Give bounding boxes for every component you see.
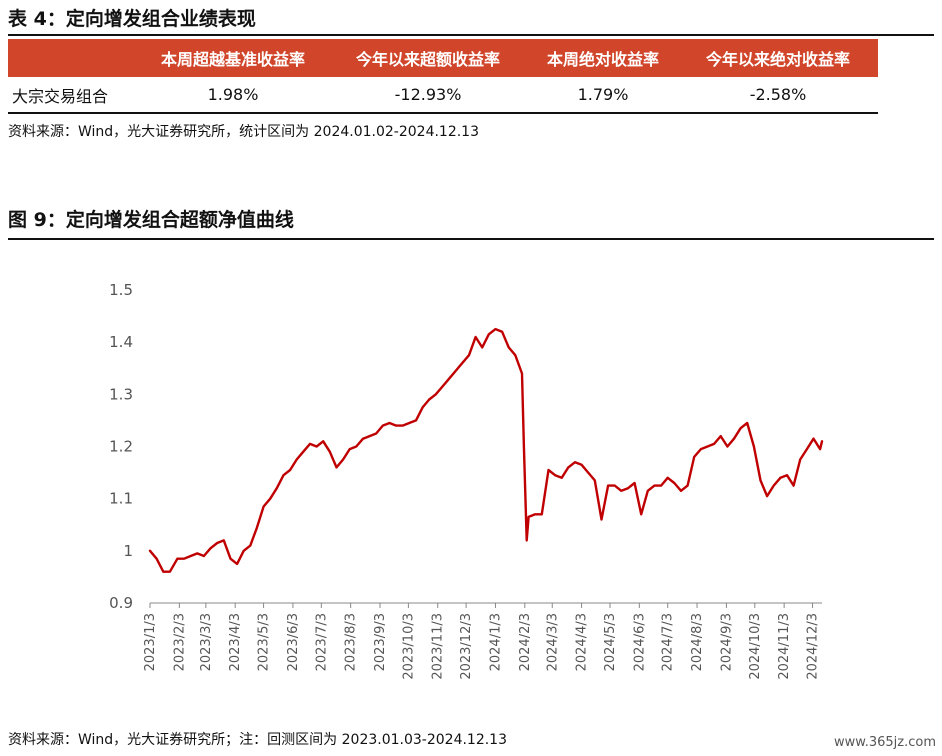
header-cell-ytd-excess: 今年以来超额收益率 xyxy=(328,39,528,77)
y-tick-label: 1.4 xyxy=(109,333,133,351)
x-tick-label: 2023/6/3 xyxy=(286,613,301,671)
x-tick-label: 2024/6/3 xyxy=(632,613,647,671)
x-tick-label: 2023/11/3 xyxy=(431,613,446,680)
x-tick-label: 2024/11/3 xyxy=(777,613,792,680)
y-tick-label: 1.2 xyxy=(109,438,133,456)
table-row: 大宗交易组合 1.98% -12.93% 1.79% -2.58% xyxy=(8,77,878,114)
figure-source-note: 资料来源：Wind，光大证券研究所；注：回测区间为 2023.01.03-202… xyxy=(8,732,508,748)
x-tick-label: 2024/2/3 xyxy=(518,613,533,671)
y-tick-label: 1.3 xyxy=(109,385,133,403)
x-tick-label: 2023/2/3 xyxy=(172,613,187,671)
x-tick-label: 2024/4/3 xyxy=(575,613,590,671)
x-tick-label: 2023/4/3 xyxy=(228,613,243,671)
x-tick-label: 2024/5/3 xyxy=(603,613,618,671)
table-source-note: 资料来源：Wind，光大证券研究所，统计区间为 2024.01.02-2024.… xyxy=(8,124,480,140)
table-title-rule xyxy=(8,34,934,36)
table-title: 表 4：定向增发组合业绩表现 xyxy=(8,8,256,30)
x-tick-label: 2024/1/3 xyxy=(488,613,503,671)
x-tick-label: 2023/1/3 xyxy=(143,613,158,671)
row-label: 大宗交易组合 xyxy=(8,77,138,114)
x-tick-label: 2023/8/3 xyxy=(344,613,359,671)
x-tick-label: 2024/8/3 xyxy=(690,613,705,671)
x-tick-label: 2023/7/3 xyxy=(314,613,329,671)
excess-nav-line xyxy=(148,327,824,573)
table-header-row: 本周超越基准收益率 今年以来超额收益率 本周绝对收益率 今年以来绝对收益率 xyxy=(8,39,878,77)
x-tick-label: 2024/9/3 xyxy=(719,613,734,671)
x-tick-label: 2024/7/3 xyxy=(661,613,676,671)
cell-weekly-excess: 1.98% xyxy=(138,77,328,114)
y-tick-label: 1 xyxy=(123,542,133,560)
header-cell-weekly-excess: 本周超越基准收益率 xyxy=(138,39,328,77)
cell-ytd-absolute: -2.58% xyxy=(678,77,878,114)
header-cell-weekly-absolute: 本周绝对收益率 xyxy=(528,39,678,77)
x-tick-label: 2023/3/3 xyxy=(199,613,214,671)
cell-ytd-excess: -12.93% xyxy=(328,77,528,114)
y-tick-label: 1.5 xyxy=(109,281,133,299)
figure-title-rule xyxy=(8,238,934,240)
y-tick-label: 0.9 xyxy=(109,594,133,612)
x-tick-label: 2023/5/3 xyxy=(257,613,272,671)
header-cell-ytd-absolute: 今年以来绝对收益率 xyxy=(678,39,878,77)
header-cell-blank xyxy=(8,39,138,77)
watermark: www.365jz.com xyxy=(834,735,936,750)
x-tick-label: 2024/12/3 xyxy=(806,613,821,680)
y-tick-label: 1.1 xyxy=(109,490,133,508)
x-tick-label: 2023/10/3 xyxy=(401,613,416,680)
x-tick-label: 2023/9/3 xyxy=(373,613,388,671)
x-tick-label: 2024/10/3 xyxy=(748,613,763,680)
figure-title: 图 9：定向增发组合超额净值曲线 xyxy=(8,209,294,231)
performance-table: 本周超越基准收益率 今年以来超额收益率 本周绝对收益率 今年以来绝对收益率 大宗… xyxy=(8,39,878,114)
x-tick-label: 2024/3/3 xyxy=(545,613,560,671)
cell-weekly-absolute: 1.79% xyxy=(528,77,678,114)
x-tick-label: 2023/12/3 xyxy=(459,613,474,680)
